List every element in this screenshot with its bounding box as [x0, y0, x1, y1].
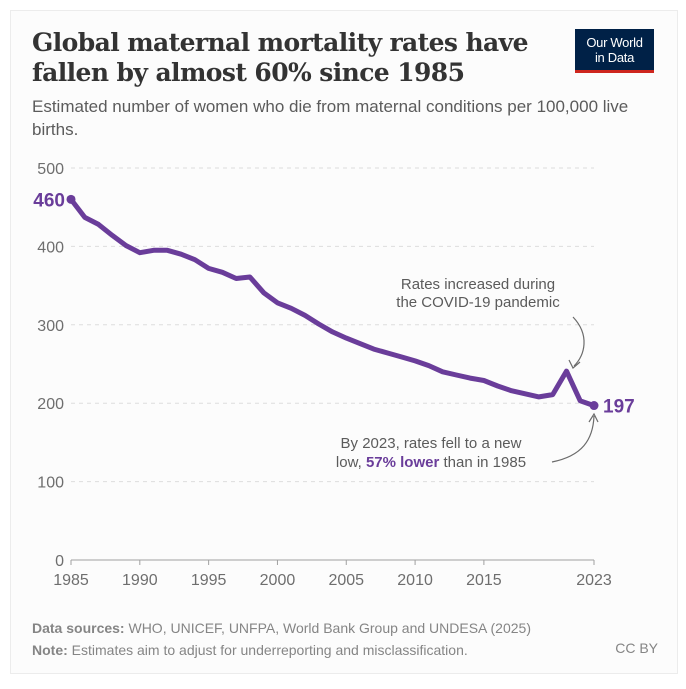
annotation-low-pre: low,: [336, 454, 366, 471]
annotation-covid-line2: the COVID-19 pandemic: [396, 294, 560, 311]
annotation-low-arrowhead: [588, 412, 599, 423]
y-axis: 0 100 200 300 400 500: [37, 161, 64, 570]
x-tick-label: 1995: [191, 572, 227, 589]
annotations: Rates increased during the COVID-19 pand…: [336, 276, 599, 471]
annotation-low-line1: By 2023, rates fell to a new: [341, 435, 522, 452]
license-link[interactable]: CC BY: [615, 640, 658, 656]
note-text: Estimates aim to adjust for underreporti…: [67, 642, 468, 658]
series-end-point[interactable]: [589, 401, 599, 411]
sources-text: WHO, UNICEF, UNFPA, World Bank Group and…: [124, 620, 531, 636]
data-label-end: 197: [603, 397, 635, 418]
y-tick-label: 200: [37, 396, 64, 413]
series-group: [66, 194, 599, 411]
annotation-covid-line1: Rates increased during: [401, 276, 555, 293]
annotation-low-arrow: [551, 415, 595, 463]
y-tick-label: 400: [37, 239, 64, 256]
x-tick-label: 2023: [576, 572, 612, 589]
annotation-low-bold: 57% lower: [366, 454, 440, 471]
logo-line-1: Our World: [586, 35, 643, 50]
annotation-low-line2: low, 57% lower than in 1985: [336, 454, 526, 471]
x-tick-label: 1985: [53, 572, 89, 589]
x-axis: 1985 1990 1995 2000 2005 2010 2015 2023: [53, 559, 612, 589]
x-tick-label: 2015: [466, 572, 502, 589]
data-labels: 460 197: [33, 190, 634, 417]
note-label: Note:: [32, 642, 68, 658]
sources-label: Data sources:: [32, 620, 125, 636]
chart-card: [10, 10, 678, 674]
y-tick-label: 500: [37, 161, 64, 178]
data-label-start: 460: [33, 190, 65, 211]
x-tick-label: 2000: [260, 572, 296, 589]
y-tick-label: 100: [37, 475, 64, 492]
data-sources: Data sources: WHO, UNICEF, UNFPA, World …: [32, 618, 531, 638]
y-tick-label: 0: [55, 553, 64, 570]
series-line[interactable]: [68, 196, 597, 409]
grid-lines: [71, 167, 594, 483]
logo-line-2: in Data: [594, 50, 635, 65]
chart-subtitle: Estimated number of women who die from m…: [32, 97, 629, 139]
annotation-covid-arrow: [572, 316, 585, 367]
x-tick-label: 1990: [122, 572, 158, 589]
annotation-low-post: than in 1985: [439, 454, 526, 471]
x-tick-label: 2005: [328, 572, 364, 589]
note: Note: Estimates aim to adjust for underr…: [32, 640, 468, 660]
y-tick-label: 300: [37, 318, 64, 335]
series-start-point[interactable]: [66, 194, 76, 204]
annotation-covid-arrowhead: [568, 359, 581, 369]
owid-logo[interactable]: Our World in Data: [575, 29, 654, 73]
chart-title: Global maternal mortality rates have fal…: [32, 28, 528, 87]
x-tick-label: 2010: [397, 572, 433, 589]
